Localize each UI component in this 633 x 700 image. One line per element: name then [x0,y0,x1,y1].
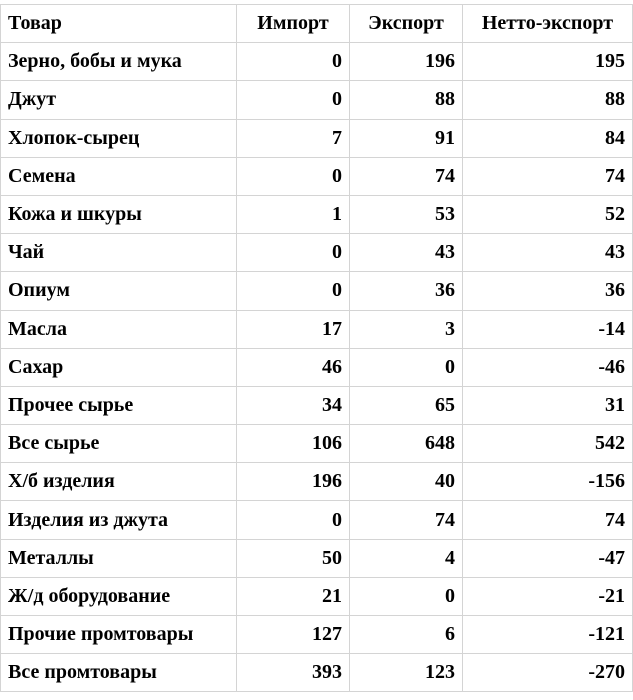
cell-export: 0 [349,576,463,617]
cell-product: Все сырье [0,424,237,464]
cell-net-export: -21 [462,576,633,617]
cell-net-export: 52 [462,194,633,235]
cell-import: 0 [236,42,350,82]
cell-net-export: 195 [462,42,633,82]
cell-import: 0 [236,500,350,540]
cell-product: Опиум [0,271,237,311]
table-row: Ж/д оборудование 21 0 -21 [0,576,633,617]
cell-export: 53 [349,194,463,235]
header-product: Товар [0,3,237,44]
cell-net-export: 84 [462,118,633,158]
cell-product: Джут [0,80,237,120]
cell-net-export: -47 [462,538,633,578]
table-row: Металлы 50 4 -47 [0,538,633,578]
cell-export: 88 [349,80,463,120]
cell-net-export: 43 [462,233,633,273]
cell-export: 74 [349,500,463,540]
cell-product: Семена [0,156,237,196]
header-net-export: Нетто-экспорт [462,3,633,44]
cell-export: 65 [349,385,463,426]
cell-import: 196 [236,462,350,502]
cell-import: 106 [236,424,350,464]
header-export: Экспорт [349,3,463,44]
cell-product: Масла [0,309,237,349]
cell-import: 0 [236,271,350,311]
table-row: Х/б изделия 196 40 -156 [0,462,633,502]
table-row: Семена 0 74 74 [0,156,633,196]
cell-net-export: -121 [462,614,633,655]
cell-product: Все промтовары [0,653,237,693]
cell-import: 21 [236,576,350,617]
cell-import: 393 [236,653,350,693]
table-row: Прочие промтовары 127 6 -121 [0,614,633,655]
trade-table: Товар Импорт Экспорт Нетто-экспорт Зерно… [0,3,633,693]
cell-product: Металлы [0,538,237,578]
cell-net-export: 74 [462,500,633,540]
cell-import: 17 [236,309,350,349]
cell-import: 0 [236,156,350,196]
cell-export: 74 [349,156,463,196]
table-row: Сахар 46 0 -46 [0,347,633,387]
cell-product: Прочие промтовары [0,614,237,655]
cell-import: 0 [236,80,350,120]
cell-net-export: 542 [462,424,633,464]
cell-export: 91 [349,118,463,158]
cell-import: 7 [236,118,350,158]
cell-export: 43 [349,233,463,273]
table-row: Масла 17 3 -14 [0,309,633,349]
cell-export: 123 [349,653,463,693]
cell-export: 40 [349,462,463,502]
cell-export: 6 [349,614,463,655]
cell-product: Зерно, бобы и мука [0,42,237,82]
cell-import: 34 [236,385,350,426]
cell-import: 46 [236,347,350,387]
table-row: Кожа и шкуры 1 53 52 [0,194,633,235]
cell-net-export: 36 [462,271,633,311]
table-row: Джут 0 88 88 [0,80,633,120]
cell-net-export: 31 [462,385,633,426]
cell-export: 196 [349,42,463,82]
cell-product: Прочее сырье [0,385,237,426]
cell-net-export: -46 [462,347,633,387]
table-row: Хлопок-сырец 7 91 84 [0,118,633,158]
cell-net-export: -270 [462,653,633,693]
header-import: Импорт [236,3,350,44]
cell-net-export: 88 [462,80,633,120]
cell-export: 4 [349,538,463,578]
cell-product: Хлопок-сырец [0,118,237,158]
cell-import: 1 [236,194,350,235]
cell-import: 127 [236,614,350,655]
table-row: Все промтовары 393 123 -270 [0,653,633,693]
cell-product: Изделия из джута [0,500,237,540]
cell-export: 36 [349,271,463,311]
cell-export: 0 [349,347,463,387]
cell-import: 50 [236,538,350,578]
table-row: Прочее сырье 34 65 31 [0,385,633,426]
header-row: Товар Импорт Экспорт Нетто-экспорт [0,3,633,44]
table-row: Чай 0 43 43 [0,233,633,273]
table-row: Зерно, бобы и мука 0 196 195 [0,42,633,82]
cell-export: 3 [349,309,463,349]
table-row: Опиум 0 36 36 [0,271,633,311]
cell-net-export: -14 [462,309,633,349]
table-row: Все сырье 106 648 542 [0,424,633,464]
cell-net-export: 74 [462,156,633,196]
cell-product: Сахар [0,347,237,387]
cell-net-export: -156 [462,462,633,502]
cell-product: Кожа и шкуры [0,194,237,235]
table-row: Изделия из джута 0 74 74 [0,500,633,540]
cell-product: Х/б изделия [0,462,237,502]
cell-export: 648 [349,424,463,464]
cell-import: 0 [236,233,350,273]
cell-product: Чай [0,233,237,273]
cell-product: Ж/д оборудование [0,576,237,617]
